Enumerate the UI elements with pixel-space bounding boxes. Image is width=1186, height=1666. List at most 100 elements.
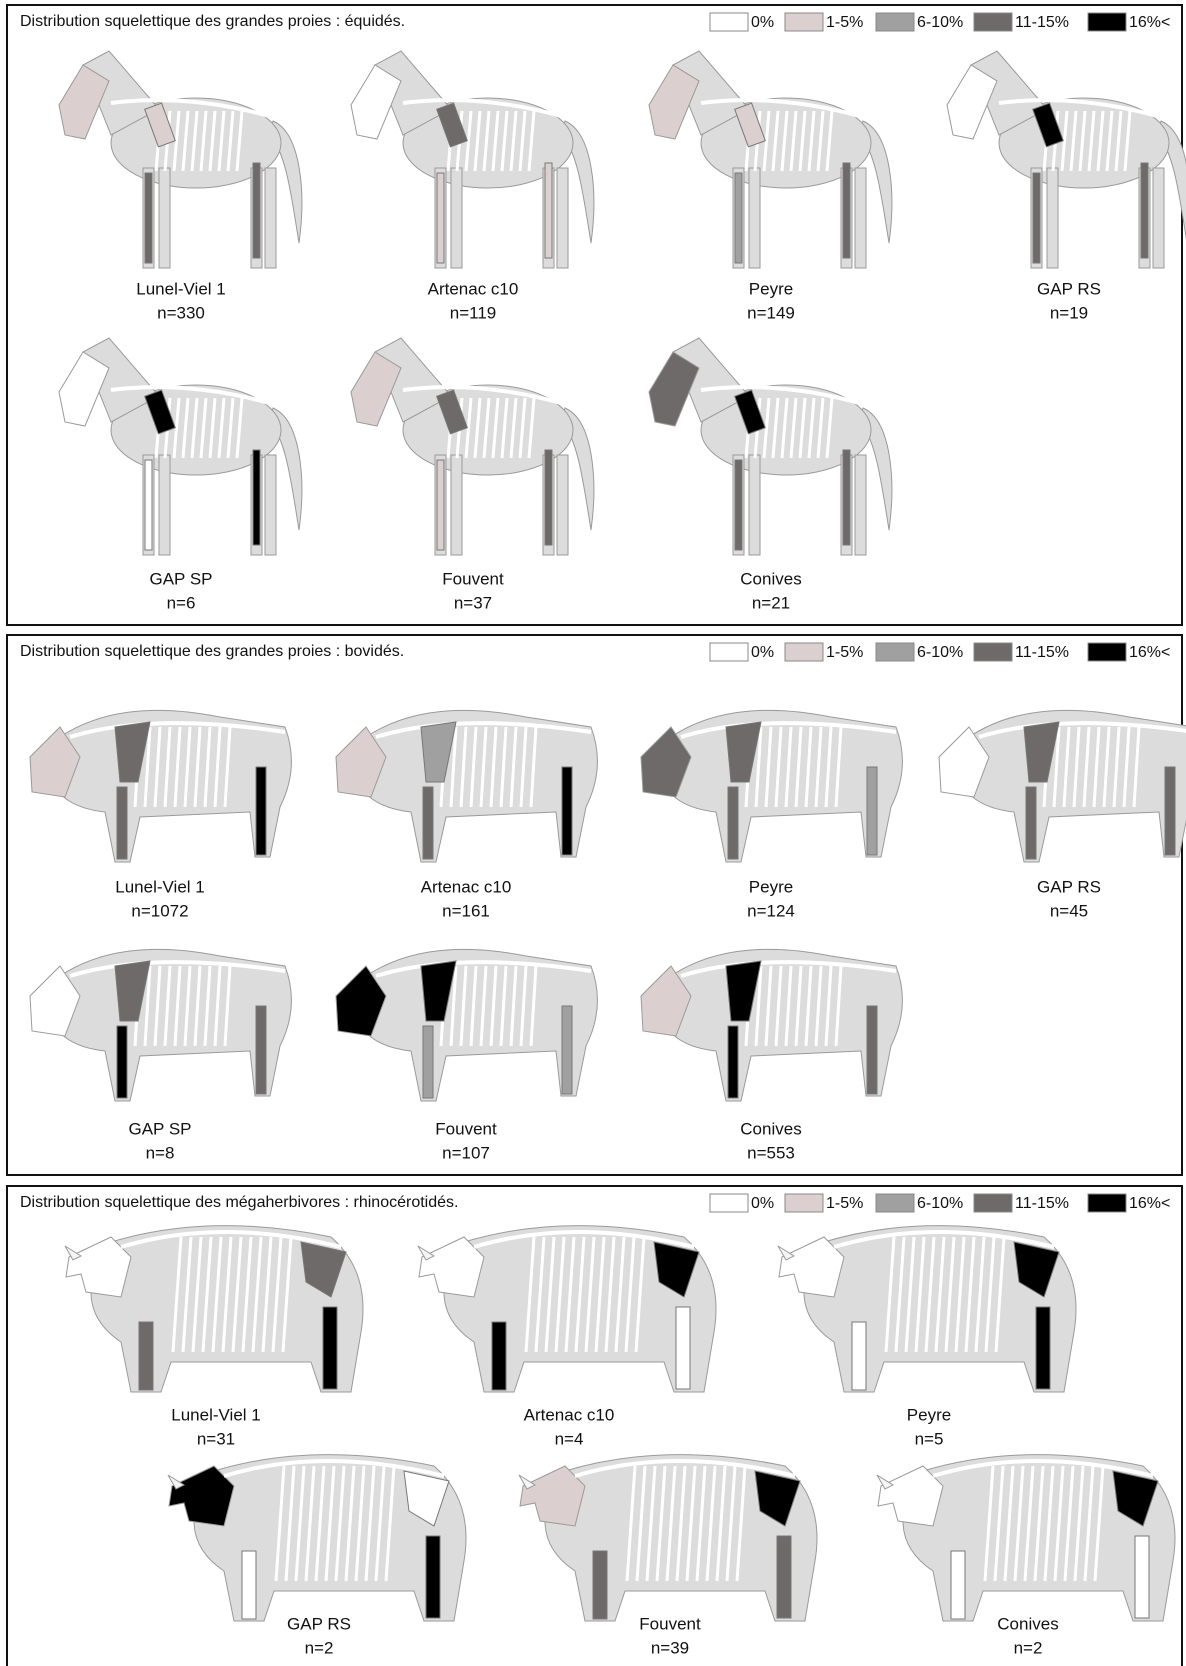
site-count: n=6 [167, 593, 196, 612]
rib [884, 1236, 896, 1353]
leg [854, 167, 867, 269]
rib [934, 1236, 946, 1353]
rib [518, 110, 527, 172]
scapula [725, 960, 762, 1022]
rib [491, 397, 500, 459]
rib [807, 397, 816, 459]
site-name: Conives [740, 1119, 801, 1138]
rib [221, 1236, 233, 1353]
rib [208, 397, 217, 459]
scapula [725, 721, 762, 783]
rib [143, 965, 152, 1047]
head [418, 1236, 485, 1298]
rib [519, 726, 528, 808]
site-name: GAP SP [150, 569, 213, 588]
rib [464, 110, 473, 172]
spine [574, 1459, 796, 1478]
site-name: GAP RS [1037, 877, 1101, 896]
rib [173, 726, 182, 808]
rib [235, 397, 244, 459]
rib [544, 1236, 556, 1353]
rib [181, 1236, 193, 1353]
legend-label: 1-5% [826, 1195, 863, 1212]
skeleton-figure [946, 50, 1186, 269]
scapula [114, 960, 151, 1022]
rib [173, 965, 182, 1047]
rib [1082, 726, 1091, 808]
leg [450, 454, 463, 556]
legend-swatch [973, 1193, 1013, 1213]
bone [1164, 766, 1176, 856]
bone [727, 1025, 739, 1099]
rib [284, 1465, 296, 1582]
rib [764, 965, 773, 1047]
scapula [420, 960, 457, 1022]
legend-swatch [875, 12, 915, 32]
spine [833, 1230, 1055, 1249]
rib [804, 726, 813, 808]
rib [171, 1236, 183, 1353]
rib [203, 726, 212, 808]
bone [436, 172, 445, 264]
rib [217, 397, 226, 459]
spine [375, 960, 592, 978]
body [355, 709, 598, 863]
site-count: n=2 [1014, 1638, 1043, 1657]
rib [1105, 110, 1114, 172]
legend-label: 6-10% [917, 644, 963, 661]
rib [964, 1236, 976, 1353]
site-count: n=330 [157, 303, 205, 322]
skeleton-figure [350, 337, 595, 556]
rib [1092, 726, 1101, 808]
head [350, 64, 402, 140]
site-count: n=39 [651, 1638, 689, 1657]
legend-swatch [1087, 1193, 1127, 1213]
rib [1063, 1465, 1075, 1582]
rib [1083, 1465, 1095, 1582]
legend-swatch [1087, 642, 1127, 662]
scapula [734, 389, 766, 435]
site-count: n=107 [442, 1143, 490, 1162]
rib [163, 726, 172, 808]
rib [473, 110, 482, 172]
rib [914, 1236, 926, 1353]
site-name: Conives [740, 569, 801, 588]
bone [436, 459, 445, 551]
rib [695, 1465, 707, 1582]
rib [449, 965, 458, 1047]
rib [499, 965, 508, 1047]
rib [304, 1465, 316, 1582]
body [355, 948, 598, 1102]
spine [473, 1230, 695, 1249]
rib [354, 1465, 366, 1582]
rib [217, 110, 226, 172]
rib [364, 1465, 376, 1582]
rib [281, 1236, 293, 1353]
pelvis [1112, 1470, 1159, 1527]
rib [1123, 110, 1132, 172]
site-name: Fouvent [435, 1119, 497, 1138]
bone [422, 786, 434, 860]
rib [735, 1465, 747, 1582]
legend-label: 11-15% [1015, 1195, 1069, 1212]
bone [866, 766, 878, 856]
site-name: Artenac c10 [421, 877, 512, 896]
rib [771, 397, 780, 459]
rib [509, 397, 518, 459]
horn [518, 1474, 537, 1490]
head [29, 726, 81, 798]
legend-swatch [784, 1193, 824, 1213]
leg [556, 454, 569, 556]
bone [425, 1535, 441, 1619]
pelvis [754, 1470, 801, 1527]
head [350, 351, 402, 427]
legend-swatch [784, 12, 824, 32]
rib [762, 110, 771, 172]
rib [655, 1465, 667, 1582]
head [65, 1236, 132, 1298]
rib [1087, 110, 1096, 172]
rib [1073, 1465, 1085, 1582]
bone [255, 1005, 267, 1095]
horn [876, 1474, 895, 1490]
rib [993, 1465, 1005, 1582]
